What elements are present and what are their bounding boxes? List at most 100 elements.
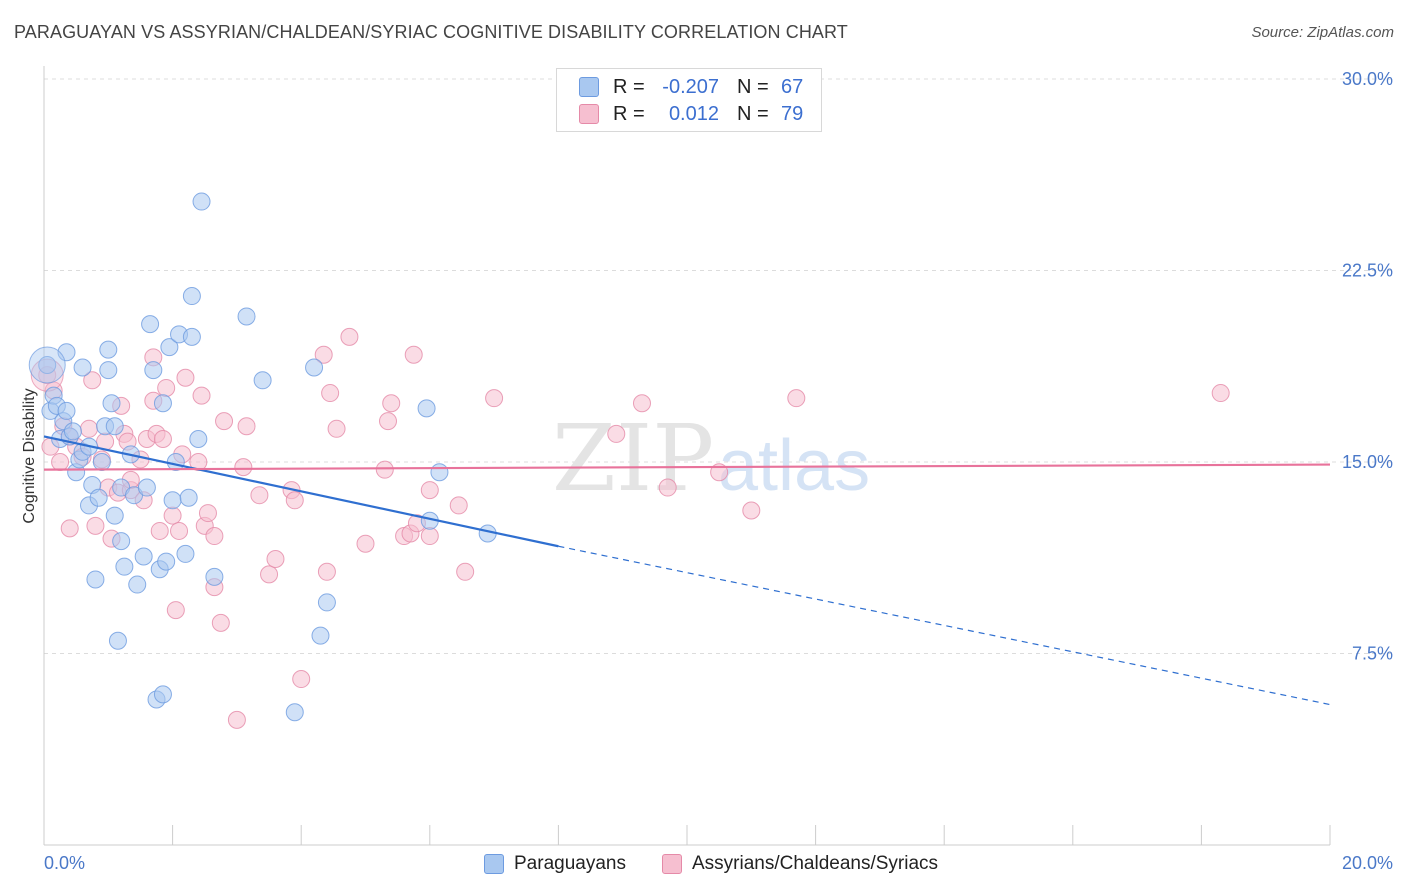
- assyrians-point: [382, 394, 401, 413]
- paraguayans-point: [317, 593, 336, 612]
- paraguayans-point: [89, 488, 108, 507]
- paraguayans-point: [417, 399, 436, 418]
- assyrians-point: [86, 516, 105, 535]
- assyrians-point: [51, 453, 70, 471]
- assyrians-point: [314, 345, 333, 364]
- paraguayans-point: [134, 547, 153, 566]
- paraguayans-point: [205, 567, 224, 586]
- y-tick-label: 22.5%: [1342, 261, 1393, 281]
- tick-labels: 7.5% 15.0% 22.5% 30.0% 0.0% 20.0%: [44, 69, 1393, 873]
- legend-n-label: N =: [737, 102, 769, 125]
- paraguayans-point: [253, 371, 272, 390]
- paraguayans-point: [153, 685, 172, 704]
- assyrians-point: [607, 424, 626, 443]
- legend-r-label: R =: [613, 75, 645, 98]
- series-paraguayans-points: [28, 192, 497, 722]
- paraguayans-point: [192, 192, 211, 211]
- x-tick-label: 20.0%: [1342, 853, 1393, 873]
- y-tick-label: 7.5%: [1352, 644, 1393, 664]
- assyrians-point: [176, 368, 195, 387]
- chart-title: PARAGUAYAN VS ASSYRIAN/CHALDEAN/SYRIAC C…: [14, 22, 848, 42]
- source-label: Source: ZipAtlas.com: [1251, 24, 1394, 41]
- assyrians-point: [198, 504, 217, 523]
- assyrians-point: [292, 670, 311, 689]
- paraguayans-trend-extension: [558, 545, 1331, 706]
- paraguayans-point: [99, 361, 118, 380]
- paraguayans-point: [115, 557, 134, 576]
- assyrians-point: [157, 378, 176, 397]
- paraguayans-point: [63, 422, 82, 441]
- assyrians-point: [80, 419, 99, 438]
- assyrians-point: [485, 389, 504, 408]
- legend-r-label: R =: [613, 102, 645, 125]
- assyrians-point: [449, 496, 468, 515]
- assyrians-point: [250, 486, 269, 505]
- x-tick-label: 0.0%: [44, 853, 85, 873]
- bottom-legend-paraguayans: Paraguayans: [484, 852, 626, 876]
- bottom-legend-swatch-assyrians: [662, 854, 682, 874]
- bottom-legend-label: Assyrians/Chaldeans/Syriacs: [692, 853, 939, 874]
- legend-row-paraguayans: R = -0.207 N = 67: [579, 75, 803, 99]
- paraguayans-point: [105, 506, 124, 525]
- paraguayans-point: [189, 430, 208, 449]
- paraguayans-point: [166, 453, 185, 471]
- paraguayans-point: [182, 287, 201, 306]
- paraguayans-point: [144, 361, 163, 380]
- assyrians-point: [632, 394, 651, 413]
- paraguayans-point: [305, 358, 324, 377]
- paraguayans-point: [108, 631, 127, 650]
- paraguayans-point: [311, 626, 330, 645]
- assyrians-point: [787, 389, 806, 408]
- paraguayans-point: [28, 346, 66, 384]
- bottom-legend-swatch-paraguayans: [484, 854, 504, 874]
- paraguayans-point: [57, 401, 76, 420]
- paraguayans-point: [237, 307, 256, 326]
- assyrians-point: [227, 710, 246, 729]
- legend-n-value: 67: [781, 75, 804, 98]
- assyrians-point: [742, 501, 761, 520]
- legend-swatch-paraguayans: [579, 77, 599, 97]
- assyrians-point: [375, 460, 394, 479]
- correlation-legend: R = -0.207 N = 67 R = 0.012 N = 79: [556, 68, 822, 132]
- paraguayans-point: [137, 478, 156, 497]
- assyrians-point: [266, 550, 285, 569]
- assyrians-point: [153, 430, 172, 449]
- assyrians-point: [83, 371, 102, 390]
- legend-n-label: N =: [737, 75, 769, 98]
- assyrians-point: [237, 417, 256, 436]
- bottom-legend-label: Paraguayans: [514, 853, 626, 874]
- assyrians-point: [317, 562, 336, 581]
- assyrians-point: [379, 412, 398, 431]
- legend-r-value: 0.012: [668, 102, 719, 125]
- assyrians-trend-line: [43, 463, 1331, 471]
- assyrians-point: [215, 412, 234, 431]
- assyrians-point: [340, 327, 359, 346]
- watermark-zip: ZIP: [552, 405, 714, 512]
- paraguayans-point: [112, 532, 131, 551]
- paraguayans-point: [38, 355, 57, 374]
- paraguayans-point: [105, 417, 124, 436]
- assyrians-point: [60, 519, 79, 538]
- assyrians-point: [327, 419, 346, 438]
- paraguayans-point: [163, 491, 182, 510]
- legend-n-value: 79: [781, 102, 804, 125]
- paraguayans-point: [160, 338, 179, 357]
- assyrians-point: [205, 527, 224, 546]
- y-tick-label: 15.0%: [1342, 452, 1393, 472]
- paraguayans-point: [86, 570, 105, 589]
- bottom-legend-assyrians: Assyrians/Chaldeans/Syriacs: [662, 852, 938, 876]
- paraguayans-point: [102, 394, 121, 413]
- paraguayans-point: [285, 703, 304, 722]
- legend-swatch-assyrians: [579, 104, 599, 124]
- paraguayans-point: [99, 340, 118, 359]
- paraguayans-point: [182, 327, 201, 346]
- paraguayans-point: [73, 358, 92, 377]
- assyrians-point: [456, 562, 475, 581]
- legend-row-assyrians: R = 0.012 N = 79: [579, 102, 803, 126]
- paraguayans-point: [179, 488, 198, 507]
- paraguayans-point: [176, 544, 195, 563]
- paraguayans-point: [128, 575, 147, 594]
- legend-r-value: -0.207: [662, 75, 719, 98]
- paraguayans-point: [57, 343, 76, 362]
